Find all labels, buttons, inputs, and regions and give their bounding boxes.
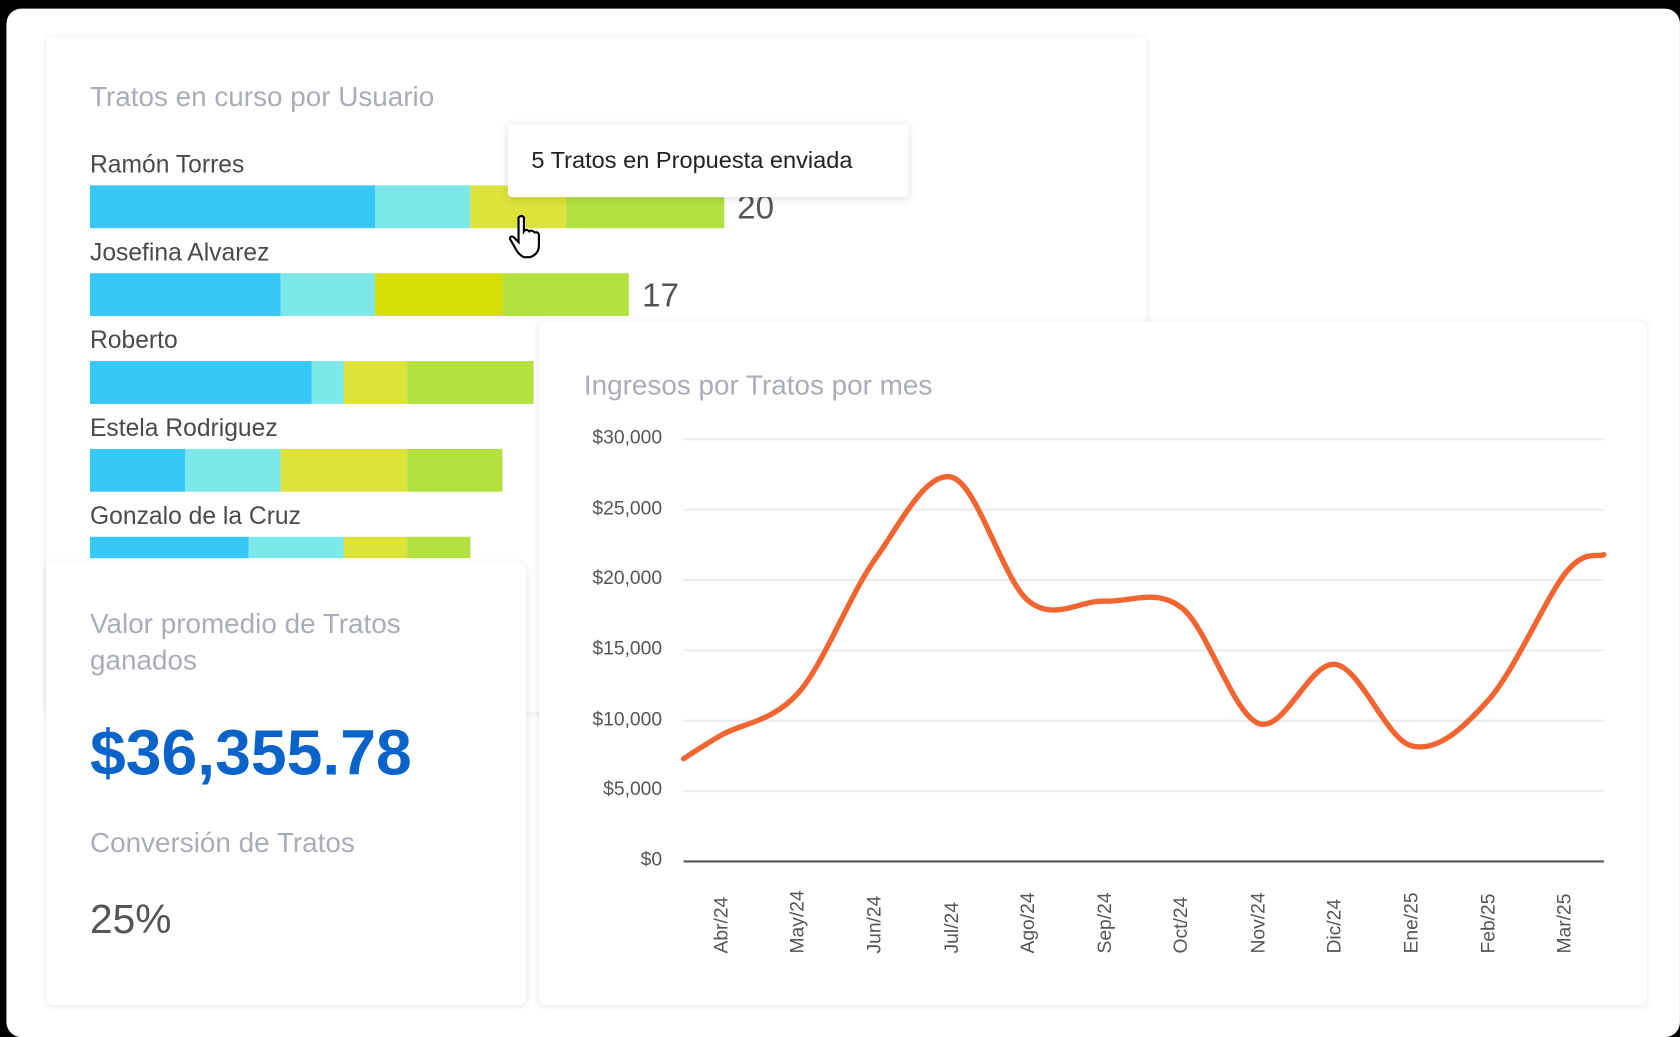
bar-segment[interactable] (407, 361, 534, 404)
user-name: Ramón Torres (89, 149, 245, 178)
bar-segment[interactable] (343, 536, 408, 559)
bar-segment[interactable] (375, 185, 471, 229)
y-tick-label: $25,000 (592, 496, 663, 519)
x-tick-label: Ago/24 (1016, 892, 1039, 954)
x-tick-label: Feb/25 (1477, 893, 1499, 954)
bar-segment[interactable] (502, 273, 630, 317)
x-tick-label: May/24 (786, 890, 809, 954)
bar-segment[interactable] (89, 361, 312, 404)
x-tick-label: Abr/24 (710, 896, 732, 954)
bar-segment[interactable] (248, 536, 344, 559)
user-total: 17 (641, 276, 679, 314)
bar-segment[interactable] (407, 448, 503, 492)
user-bar[interactable] (89, 448, 503, 492)
bar-segment[interactable] (89, 185, 376, 229)
avg-value: $36,355.78 (89, 716, 412, 789)
avg-value-title: Valor promedio de Tratos ganados (89, 607, 401, 677)
user-bar[interactable] (89, 185, 725, 229)
y-tick-label: $0 (640, 848, 663, 870)
user-name: Gonzalo de la Cruz (89, 501, 301, 530)
bar-segment[interactable] (280, 273, 376, 317)
y-tick-label: $15,000 (592, 637, 663, 659)
user-bar[interactable] (89, 361, 534, 404)
y-tick-label: $30,000 (592, 426, 663, 448)
user-name: Josefina Alvarez (89, 237, 270, 266)
avg-value-card (46, 562, 527, 1005)
bar-segment[interactable] (280, 448, 408, 492)
bar-segment[interactable] (89, 536, 249, 559)
y-tick-label: $5,000 (603, 778, 663, 800)
conversion-title: Conversión de Tratos (89, 826, 355, 859)
x-tick-label: Jul/24 (940, 902, 962, 954)
x-tick-label: Dic/24 (1323, 898, 1346, 954)
bar-segment[interactable] (89, 273, 281, 317)
bar-segment[interactable] (407, 536, 471, 559)
bar-segment[interactable] (185, 448, 281, 492)
bar-tooltip: 5 Tratos en Propuesta enviada (507, 124, 909, 198)
bar-segment[interactable] (89, 448, 186, 492)
bar-segment[interactable] (343, 361, 408, 404)
y-tick-label: $20,000 (592, 567, 663, 589)
hand-cursor-icon (508, 214, 540, 259)
x-tick-label: Sep/24 (1093, 892, 1116, 954)
users-card-title: Tratos en curso por Usuario (89, 80, 435, 113)
revenue-chart-card (538, 321, 1647, 1005)
x-tick-label: Oct/24 (1170, 896, 1192, 954)
bar-segment[interactable] (311, 361, 344, 404)
conversion-value: 25% (89, 897, 172, 943)
x-tick-label: Nov/24 (1246, 892, 1269, 954)
chart-title: Ingresos por Tratos por mes (583, 368, 933, 401)
user-bar[interactable] (89, 273, 630, 317)
y-tick-label: $10,000 (592, 707, 663, 730)
x-tick-label: Mar/25 (1553, 893, 1576, 954)
x-tick-label: Ene/25 (1400, 892, 1422, 954)
revenue-line (680, 474, 1607, 762)
user-name: Roberto (89, 325, 178, 354)
user-name: Estela Rodriguez (89, 413, 278, 442)
user-bar[interactable] (89, 536, 471, 559)
x-tick-label: Jun/24 (863, 895, 885, 954)
bar-segment[interactable] (375, 273, 503, 317)
